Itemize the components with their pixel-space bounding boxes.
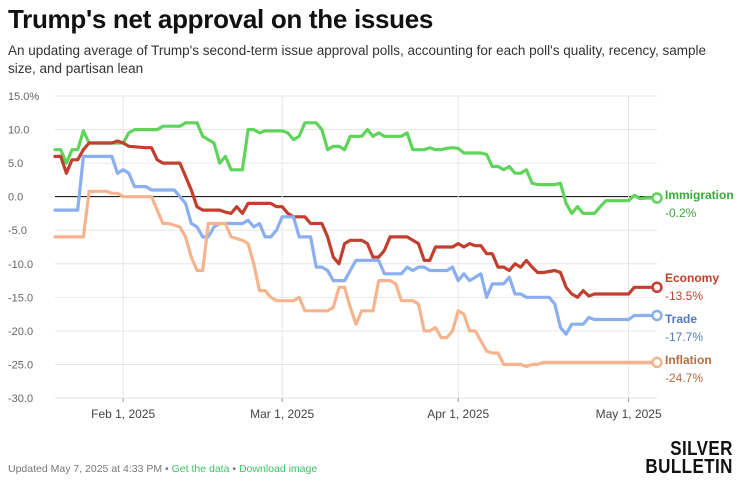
y-tick-label: -20.0 [8, 326, 33, 338]
economy-series-name: Economy [665, 271, 719, 285]
economy-end-value: -13.5% [665, 289, 703, 303]
chart-subtitle: An updating average of Trump's second-te… [8, 43, 707, 76]
trade-series-line [53, 154, 659, 336]
immigration-series-name: Immigration [665, 188, 734, 202]
economy-end-marker [651, 281, 663, 294]
approval-line-chart: 15.0% 10.0 5.0 0.0 -5.0 -10.0 -15.0 -20.0 -25.0 -… [8, 91, 734, 421]
trade-end-marker [651, 309, 663, 322]
chart-title: Trump's net approval on the issues [8, 4, 434, 34]
y-tick-label: 10.0 [8, 125, 29, 137]
footer-separator: • [165, 463, 169, 475]
inflation-end-value: -24.7% [665, 371, 703, 385]
silver-bulletin-logo: SILVER BULLETIN [645, 438, 733, 478]
y-tick-label: -25.0 [8, 359, 33, 371]
x-tick-label: Apr 1, 2025 [427, 407, 489, 421]
footer-separator: • [232, 463, 237, 475]
immigration-series-line [53, 121, 659, 215]
y-tick-label: -15.0 [8, 292, 33, 304]
logo-line-2: BULLETIN [645, 456, 733, 478]
x-tick-label: May 1, 2025 [596, 407, 662, 421]
download-image-link[interactable]: Download image [238, 463, 318, 475]
inflation-end-marker [651, 356, 663, 369]
y-tick-label: -30.0 [8, 393, 33, 405]
trade-series-name: Trade [665, 312, 697, 326]
immigration-end-value: -0.2% [665, 206, 697, 220]
updated-timestamp: Updated May 7, 2025 at 4:33 PM [8, 463, 163, 475]
x-tick-label: Mar 1, 2025 [250, 407, 314, 421]
y-tick-label: -10.0 [8, 259, 33, 271]
trade-end-value: -17.7% [665, 330, 703, 344]
immigration-end-marker [651, 192, 663, 204]
y-tick-label: 5.0 [8, 158, 23, 170]
get-data-link[interactable]: Get the data [171, 463, 230, 475]
inflation-series-name: Inflation [665, 353, 712, 367]
economy-series-line [53, 139, 659, 299]
x-tick-label: Feb 1, 2025 [91, 407, 155, 421]
footer: Updated May 7, 2025 at 4:33 PM • Get the… [8, 463, 317, 475]
logo-line-1: SILVER [670, 438, 733, 460]
inflation-series-line [53, 189, 659, 369]
y-tick-label: 15.0% [8, 91, 39, 103]
y-tick-label: -5.0 [8, 225, 27, 237]
y-tick-label: 0.0 [8, 192, 23, 204]
